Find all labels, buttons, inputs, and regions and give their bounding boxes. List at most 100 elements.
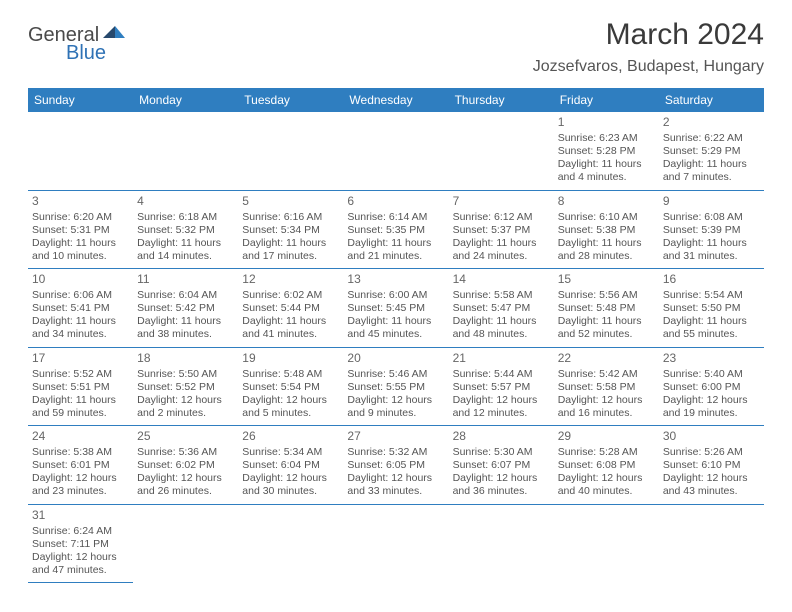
calendar-cell: 22Sunrise: 5:42 AMSunset: 5:58 PMDayligh… [554,347,659,426]
sunset-text: Sunset: 5:50 PM [663,302,760,315]
sunrise-text: Sunrise: 5:50 AM [137,368,234,381]
calendar-cell: 29Sunrise: 5:28 AMSunset: 6:08 PMDayligh… [554,426,659,505]
sunset-text: Sunset: 5:44 PM [242,302,339,315]
sunset-text: Sunset: 5:28 PM [558,145,655,158]
sunset-text: Sunset: 5:35 PM [347,224,444,237]
calendar-cell [449,504,554,583]
day-number: 27 [347,429,444,444]
sunset-text: Sunset: 5:31 PM [32,224,129,237]
calendar-cell: 16Sunrise: 5:54 AMSunset: 5:50 PMDayligh… [659,269,764,348]
weekday-header: Tuesday [238,88,343,112]
day-number: 3 [32,194,129,209]
day-number: 10 [32,272,129,287]
sunrise-text: Sunrise: 5:58 AM [453,289,550,302]
sunrise-text: Sunrise: 6:12 AM [453,211,550,224]
calendar-cell: 19Sunrise: 5:48 AMSunset: 5:54 PMDayligh… [238,347,343,426]
calendar-cell: 9Sunrise: 6:08 AMSunset: 5:39 PMDaylight… [659,190,764,269]
calendar-cell: 23Sunrise: 5:40 AMSunset: 6:00 PMDayligh… [659,347,764,426]
calendar-cell: 27Sunrise: 5:32 AMSunset: 6:05 PMDayligh… [343,426,448,505]
calendar-cell: 1Sunrise: 6:23 AMSunset: 5:28 PMDaylight… [554,112,659,190]
day-text: Daylight: 11 hours and 38 minutes. [137,315,234,341]
month-title: March 2024 [533,18,764,52]
sunset-text: Sunset: 6:07 PM [453,459,550,472]
day-number: 11 [137,272,234,287]
calendar-cell: 8Sunrise: 6:10 AMSunset: 5:38 PMDaylight… [554,190,659,269]
sunset-text: Sunset: 6:04 PM [242,459,339,472]
day-number: 25 [137,429,234,444]
calendar-cell: 17Sunrise: 5:52 AMSunset: 5:51 PMDayligh… [28,347,133,426]
header: General March 2024 Jozsefvaros, Budapest… [28,18,764,76]
sunset-text: Sunset: 5:51 PM [32,381,129,394]
day-text: Daylight: 12 hours and 36 minutes. [453,472,550,498]
sunset-text: Sunset: 6:10 PM [663,459,760,472]
day-text: Daylight: 11 hours and 34 minutes. [32,315,129,341]
calendar-cell: 31Sunrise: 6:24 AMSunset: 7:11 PMDayligh… [28,504,133,583]
calendar-cell: 30Sunrise: 5:26 AMSunset: 6:10 PMDayligh… [659,426,764,505]
day-text: Daylight: 11 hours and 21 minutes. [347,237,444,263]
day-number: 26 [242,429,339,444]
calendar-cell: 25Sunrise: 5:36 AMSunset: 6:02 PMDayligh… [133,426,238,505]
sunrise-text: Sunrise: 6:04 AM [137,289,234,302]
day-text: Daylight: 12 hours and 26 minutes. [137,472,234,498]
weekday-header: Saturday [659,88,764,112]
calendar-cell [28,112,133,190]
sunset-text: Sunset: 5:37 PM [453,224,550,237]
calendar-cell [343,112,448,190]
day-number: 20 [347,351,444,366]
calendar-cell: 6Sunrise: 6:14 AMSunset: 5:35 PMDaylight… [343,190,448,269]
day-text: Daylight: 11 hours and 31 minutes. [663,237,760,263]
sunrise-text: Sunrise: 6:00 AM [347,289,444,302]
weekday-header: Monday [133,88,238,112]
day-text: Daylight: 12 hours and 47 minutes. [32,551,129,577]
calendar-row: 17Sunrise: 5:52 AMSunset: 5:51 PMDayligh… [28,347,764,426]
day-number: 16 [663,272,760,287]
brand-part2: Blue [66,42,106,64]
calendar-cell: 7Sunrise: 6:12 AMSunset: 5:37 PMDaylight… [449,190,554,269]
sunrise-text: Sunrise: 5:56 AM [558,289,655,302]
weekday-header: Wednesday [343,88,448,112]
day-number: 8 [558,194,655,209]
sunrise-text: Sunrise: 5:52 AM [32,368,129,381]
day-text: Daylight: 12 hours and 5 minutes. [242,394,339,420]
sunset-text: Sunset: 5:57 PM [453,381,550,394]
calendar-cell: 12 Sunrise: 6:02 AMSunset: 5:44 PMDayligh… [238,269,343,348]
day-text: Daylight: 12 hours and 2 minutes. [137,394,234,420]
day-text: Daylight: 11 hours and 41 minutes. [242,315,339,341]
title-block: March 2024 Jozsefvaros, Budapest, Hungar… [533,18,764,76]
sunrise-text: Sunrise: 6:10 AM [558,211,655,224]
day-number: 6 [347,194,444,209]
day-number: 13 [347,272,444,287]
sunrise-text: Sunrise: 5:34 AM [242,446,339,459]
calendar-cell [659,504,764,583]
sunset-text: Sunset: 6:08 PM [558,459,655,472]
day-number: 12 [242,272,339,287]
brand-part2-wrap: Blue [66,42,106,65]
calendar-cell [238,504,343,583]
calendar-row: 31Sunrise: 6:24 AMSunset: 7:11 PMDayligh… [28,504,764,583]
day-number: 7 [453,194,550,209]
calendar-cell: 3Sunrise: 6:20 AMSunset: 5:31 PMDaylight… [28,190,133,269]
day-text: Daylight: 11 hours and 59 minutes. [32,394,129,420]
sunrise-text: Sunrise: 6:24 AM [32,525,129,538]
weekday-header: Sunday [28,88,133,112]
day-number: 19 [242,351,339,366]
day-number: 22 [558,351,655,366]
calendar-cell: 5Sunrise: 6:16 AMSunset: 5:34 PMDaylight… [238,190,343,269]
calendar-cell: 10Sunrise: 6:06 AMSunset: 5:41 PMDayligh… [28,269,133,348]
calendar-cell: 18Sunrise: 5:50 AMSunset: 5:52 PMDayligh… [133,347,238,426]
sunset-text: Sunset: 5:32 PM [137,224,234,237]
calendar-cell: 13Sunrise: 6:00 AMSunset: 5:45 PMDayligh… [343,269,448,348]
day-number: 28 [453,429,550,444]
calendar-cell [133,504,238,583]
sunset-text: Sunset: 5:52 PM [137,381,234,394]
day-number: 9 [663,194,760,209]
sunset-text: Sunset: 7:11 PM [32,538,129,551]
sunset-text: Sunset: 5:54 PM [242,381,339,394]
sunrise-text: Sunrise: 6:18 AM [137,211,234,224]
sunrise-text: Sunrise: 6:02 AM [242,289,339,302]
day-number: 21 [453,351,550,366]
sunrise-text: Sunrise: 6:06 AM [32,289,129,302]
day-text: Daylight: 11 hours and 14 minutes. [137,237,234,263]
day-text: Daylight: 11 hours and 4 minutes. [558,158,655,184]
location: Jozsefvaros, Budapest, Hungary [533,58,764,76]
